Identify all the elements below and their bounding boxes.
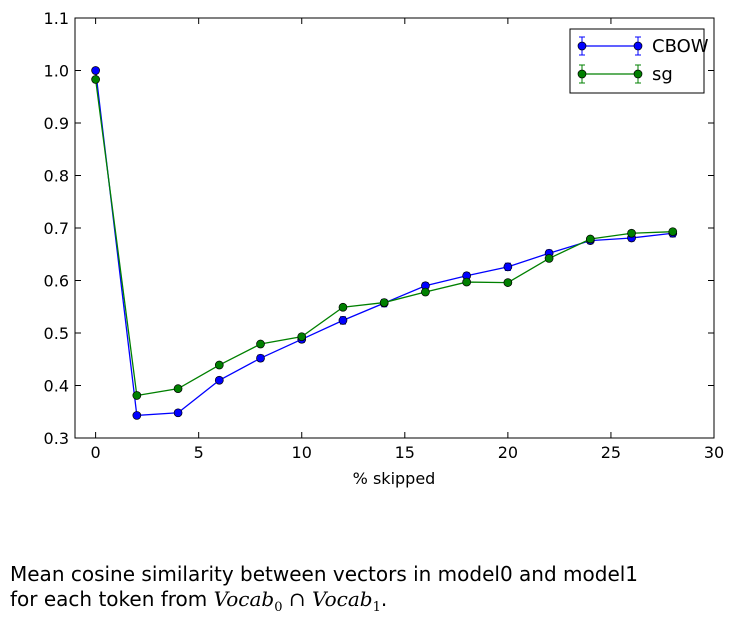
series-sg — [91, 75, 678, 400]
data-point — [627, 228, 636, 238]
y-tick-label: 0.6 — [44, 272, 69, 291]
vocab-intersection-formula: Vocab0 ∩ Vocab1 — [213, 587, 381, 615]
data-point — [421, 287, 430, 297]
formula-vocab-b-subscript: 1 — [372, 600, 381, 615]
data-point — [132, 411, 142, 420]
legend-items: CBOW sg — [577, 36, 709, 85]
legend: CBOW sg — [569, 28, 709, 94]
y-tick-label: 0.8 — [44, 167, 69, 186]
data-point — [173, 408, 183, 418]
x-tick-label: 30 — [704, 443, 724, 462]
legend-marker — [633, 69, 643, 79]
data-point — [256, 339, 265, 349]
legend-item-sg: sg — [577, 64, 673, 85]
legend-marker — [577, 69, 587, 79]
formula-vocab-a-subscript: 0 — [274, 600, 283, 615]
x-tick-label: 15 — [395, 443, 415, 462]
figure-caption: Mean cosine similarity between vectors i… — [10, 562, 725, 620]
data-point — [338, 316, 348, 325]
data-point — [668, 227, 678, 237]
data-point — [214, 375, 224, 385]
data-point — [503, 278, 513, 287]
legend-marker — [577, 41, 587, 51]
caption-line-2-prefix: for each token from — [10, 587, 214, 611]
legend-item-cbow: CBOW — [577, 36, 709, 57]
series-line — [94, 79, 673, 397]
legend-label: CBOW — [652, 36, 709, 57]
x-tick-label: 10 — [292, 443, 312, 462]
x-tick-label: 0 — [91, 443, 101, 462]
data-point — [462, 277, 471, 287]
y-tick-label: 1.1 — [44, 9, 69, 28]
x-axis-label: % skipped — [353, 469, 436, 488]
legend-marker — [633, 41, 643, 51]
data-point — [256, 353, 265, 363]
data-point — [503, 262, 513, 272]
data-point — [338, 302, 348, 312]
caption-line-2-suffix: . — [380, 587, 388, 611]
y-tick-label: 0.5 — [44, 324, 69, 343]
legend-box — [569, 28, 705, 94]
formula-intersection-symbol: ∩ — [282, 587, 312, 611]
y-tick-label: 0.4 — [44, 377, 69, 396]
data-point — [91, 66, 100, 75]
data-point — [91, 75, 100, 84]
y-tick-label: 0.3 — [44, 429, 69, 448]
data-point — [544, 254, 554, 263]
axis-ticks: 0 5 10 15 20 25 30 0.3 0.4 0.5 0.6 0.7 0.8 0.9 1.0 1.1 — [44, 9, 725, 462]
caption-line-1: Mean cosine similarity between vectors i… — [10, 562, 639, 586]
data-point — [132, 391, 142, 400]
data-point — [173, 384, 183, 393]
line-chart: 0 5 10 15 20 25 300.30.40.50.60.70.80.91.01.1 … — [44, 9, 725, 488]
data-point — [214, 360, 224, 370]
y-tick-label: 0.9 — [44, 114, 69, 133]
x-tick-label: 20 — [498, 443, 518, 462]
data-point — [297, 332, 307, 342]
data-point — [585, 234, 595, 244]
series-line — [94, 70, 673, 417]
x-tick-label: 25 — [601, 443, 621, 462]
caption-line-2: for each token from Vocab0 ∩ Vocab1. — [10, 587, 725, 620]
series-layer — [91, 66, 678, 420]
formula-vocab-a: Vocab — [213, 587, 275, 611]
y-tick-label: 1.0 — [44, 62, 69, 81]
x-tick-label: 5 — [194, 443, 204, 462]
y-tick-label: 0.7 — [44, 219, 69, 238]
data-point — [379, 298, 389, 307]
legend-label: sg — [652, 64, 673, 85]
formula-vocab-b: Vocab — [311, 587, 373, 611]
